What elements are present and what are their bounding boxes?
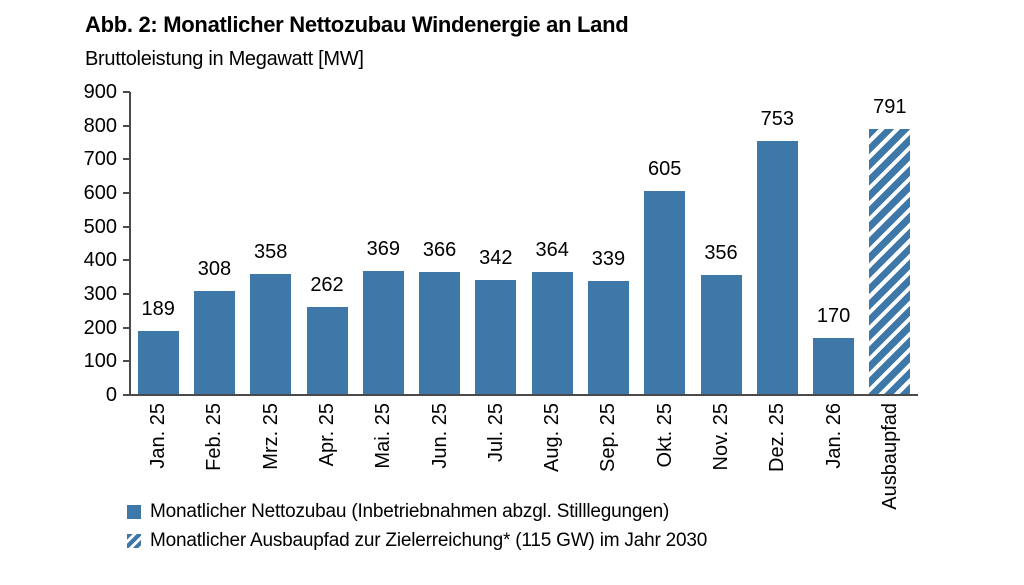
y-axis-tick-label: 300	[83, 283, 117, 305]
bar-value-label: 339	[591, 247, 626, 270]
bar-value-label: 791	[873, 95, 907, 118]
legend-item-nettozubau: Monatlicher Nettozubau (Inbetriebnahmen …	[127, 500, 707, 524]
y-axis-tick-label: 100	[83, 350, 117, 373]
y-axis-tick	[123, 360, 130, 363]
bar-value-label: 262	[310, 273, 344, 296]
bar-value-label: 369	[366, 237, 400, 260]
x-axis-category-label: Mai. 25	[372, 403, 395, 469]
bar	[475, 279, 517, 394]
y-axis-tick-label: 600	[83, 182, 117, 204]
bar-value-label: 366	[422, 238, 457, 261]
x-axis-category-label: Nov. 25	[710, 403, 732, 471]
x-axis-category-label: Jun. 25	[428, 403, 451, 469]
y-axis-tick	[123, 225, 130, 228]
bar	[644, 191, 686, 394]
y-axis-tick-label: 900	[83, 81, 117, 103]
bar	[362, 270, 404, 394]
y-axis-tick	[123, 124, 130, 127]
legend-label: Monatlicher Ausbaupfad zur Zielerreichun…	[150, 530, 708, 551]
bar-value-label: 189	[141, 298, 175, 321]
x-axis	[127, 394, 918, 396]
bar-value-label: 605	[648, 158, 682, 181]
bar-value-label: 358	[254, 241, 288, 264]
x-axis-category-label: Sep. 25	[597, 403, 620, 472]
bar	[306, 306, 348, 394]
x-axis-category-label: Jan. 25	[147, 403, 170, 469]
y-axis-tick	[123, 192, 130, 194]
x-axis-category-label: Mrz. 25	[259, 403, 282, 470]
x-axis-category-label: Ausbaupfad	[878, 403, 901, 510]
legend-label: Monatlicher Nettozubau (Inbetriebnahmen …	[150, 501, 670, 522]
bar-value-label: 342	[479, 246, 513, 269]
x-axis-category-label: Feb. 25	[203, 403, 226, 471]
bar	[137, 331, 179, 394]
bar	[700, 275, 742, 394]
x-axis-category-label: Okt. 25	[653, 403, 676, 468]
x-axis-category-label: Jan. 26	[822, 403, 845, 469]
y-axis-tick	[123, 259, 130, 262]
y-axis-tick	[123, 394, 130, 396]
x-axis-category-label: Dez. 25	[766, 403, 789, 472]
chart-title: Abb. 2: Monatlicher Nettozubau Windenerg…	[85, 12, 629, 37]
bar	[587, 280, 629, 394]
y-axis-tick-label: 400	[83, 249, 117, 272]
bar-value-label: 356	[704, 242, 738, 265]
y-axis-tick	[123, 158, 130, 161]
bar	[193, 291, 235, 394]
bar	[813, 337, 855, 394]
y-axis-tick	[123, 91, 130, 93]
legend-item-ausbaupfad: Monatlicher Ausbaupfad zur Zielerreichun…	[127, 529, 707, 553]
bar	[756, 141, 798, 394]
bar	[531, 272, 573, 394]
x-axis-category-label: Apr. 25	[316, 403, 338, 467]
bar-value-label: 308	[197, 258, 232, 281]
legend-swatch-solid-icon	[127, 505, 141, 519]
y-axis-tick-label: 200	[83, 316, 117, 339]
chart-subtitle: Bruttoleistung in Megawatt [MW]	[85, 48, 364, 70]
bar-value-label: 170	[816, 304, 851, 327]
legend: Monatlicher Nettozubau (Inbetriebnahmen …	[127, 500, 707, 558]
legend-swatch-hatched-icon	[127, 534, 141, 548]
y-axis-tick-label: 700	[83, 148, 117, 171]
bar-value-label: 753	[760, 108, 794, 131]
bar	[419, 271, 461, 394]
y-axis-tick	[123, 293, 130, 295]
y-axis-tick-label: 800	[83, 114, 117, 137]
bar-value-label: 364	[535, 239, 569, 262]
x-axis-category-label: Aug. 25	[541, 403, 564, 472]
bar	[250, 274, 292, 394]
y-axis-tick-label: 0	[105, 384, 117, 406]
y-axis-tick-label: 500	[83, 215, 117, 238]
y-axis-tick	[123, 326, 130, 329]
y-axis	[129, 92, 131, 395]
bar-hatched	[869, 128, 911, 394]
x-axis-category-label: Jul. 25	[484, 403, 507, 462]
